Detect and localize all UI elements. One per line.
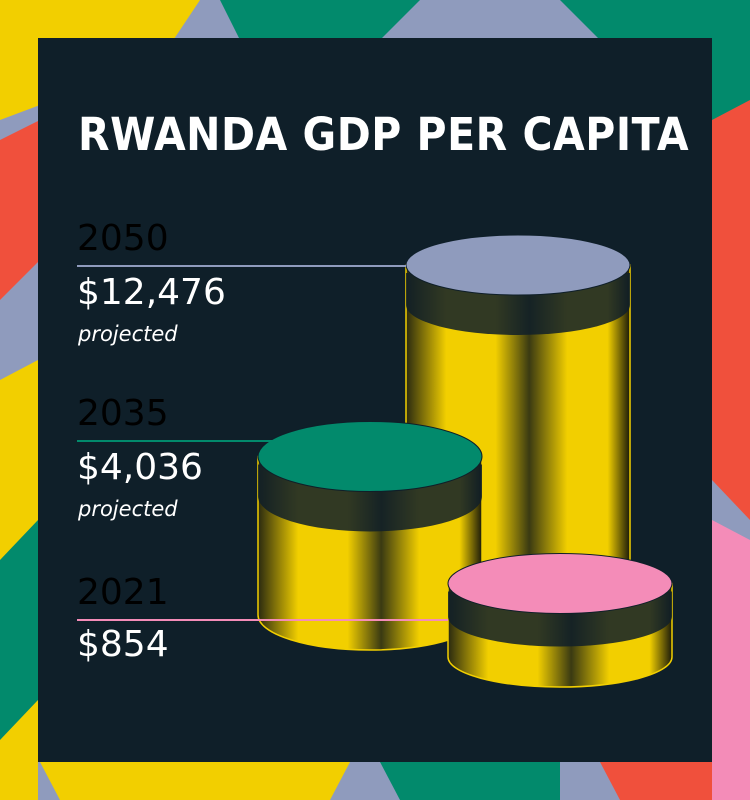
note-label-2035: projected [78, 497, 178, 521]
value-label-2050: $12,476 [77, 272, 226, 313]
value-label-2035: $4,036 [77, 447, 203, 488]
chart-title: RWANDA GDP PER CAPITA [78, 108, 690, 161]
year-label-2050: 2050 [77, 218, 169, 259]
cylinder-top-2035 [257, 420, 483, 492]
cylinder-top-2021 [447, 552, 673, 614]
cylinder-2021 [447, 552, 673, 688]
leader-line-2035 [77, 440, 369, 462]
cylinder-2035 [257, 420, 483, 651]
year-label-2035: 2035 [77, 393, 169, 434]
year-label-2021: 2021 [77, 572, 169, 613]
value-label-2021: $854 [77, 624, 169, 665]
note-label-2050: projected [78, 322, 178, 346]
cylinder-top-2050 [405, 234, 631, 296]
